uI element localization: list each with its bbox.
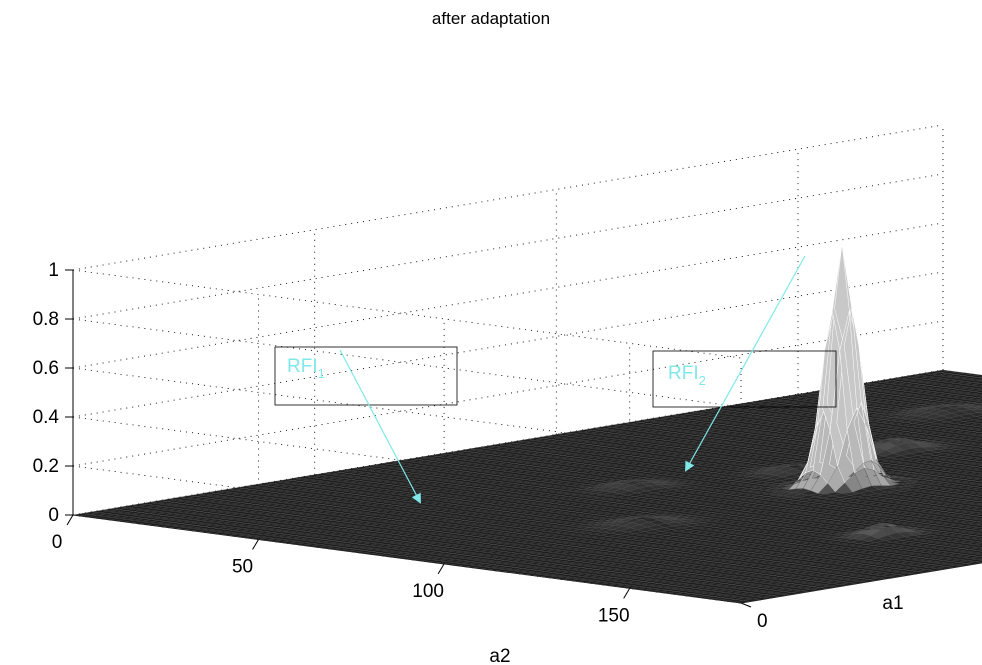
- grid-line: [72, 269, 742, 359]
- a2-tick-mark: [66, 514, 74, 526]
- a2-tick-mark: [623, 588, 631, 599]
- a2-tick-mark: [437, 563, 445, 575]
- a1-tick-mark: [740, 602, 752, 608]
- grid-line: [72, 222, 944, 369]
- a2-tick-mark: [252, 539, 259, 550]
- grid-line: [72, 318, 742, 408]
- surface-mesh: [72, 243, 982, 604]
- grid-line: [72, 124, 944, 271]
- grid-line: [72, 367, 742, 457]
- grid-line: [72, 173, 944, 320]
